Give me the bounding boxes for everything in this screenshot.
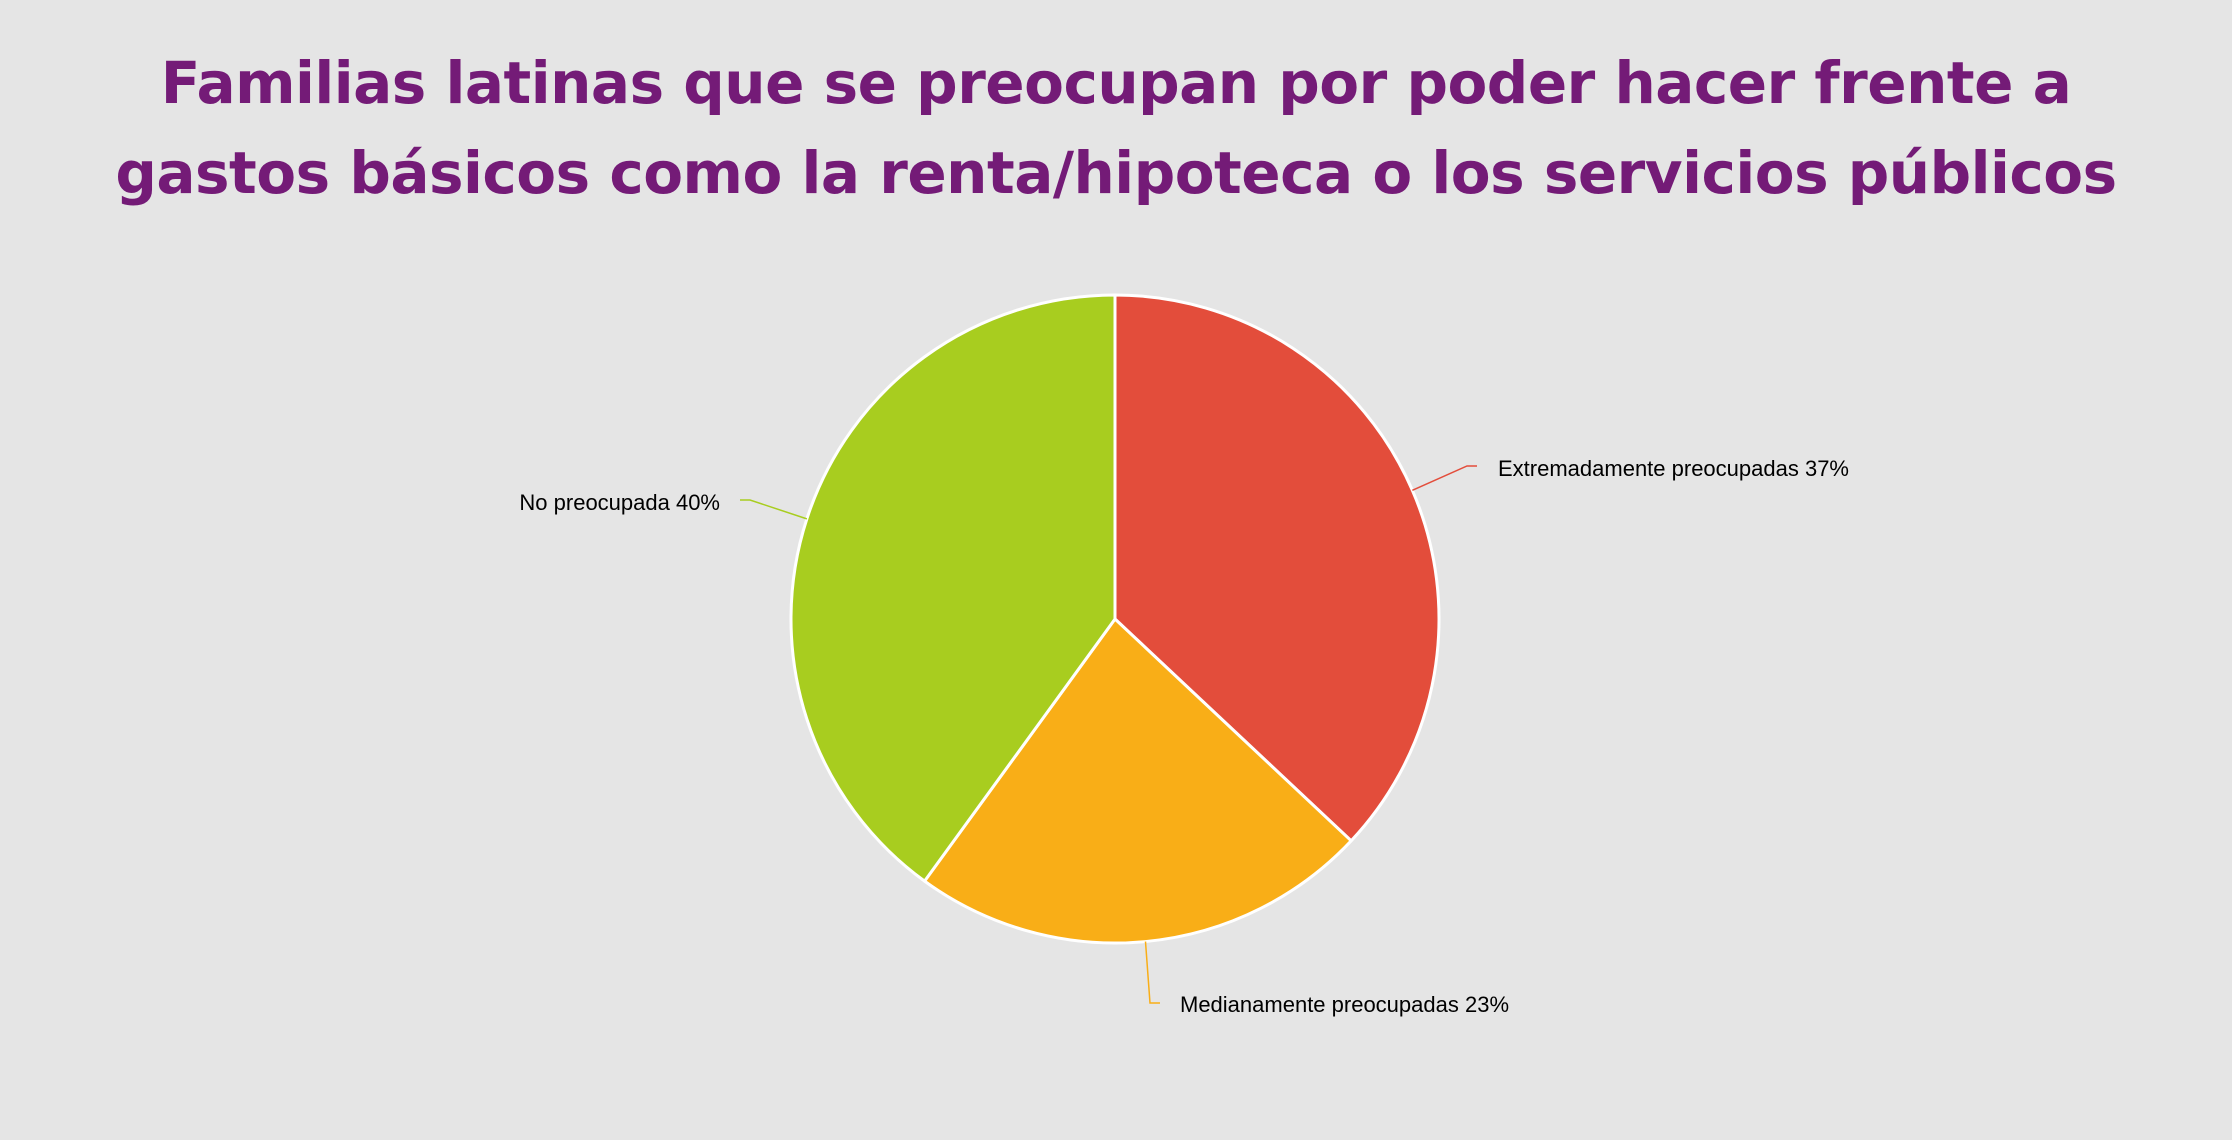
pie-slice-1 — [1113, 293, 1441, 843]
pie-slices — [789, 293, 1441, 945]
pie-slice-3 — [789, 293, 1117, 883]
chart-title: Familias latinas que se preocupan por po… — [115, 49, 2117, 207]
leader-line-2 — [1144, 941, 1160, 1004]
leader-line-1 — [1412, 465, 1477, 492]
slice-label-3: No preocupada 40% — [519, 490, 720, 515]
slice-label-2: Medianamente preocupadas 23% — [1180, 992, 1509, 1017]
leader-lines — [740, 465, 1477, 1004]
slice-label-1: Extremadamente preocupadas 37% — [1498, 456, 1849, 481]
slice-labels: Extremadamente preocupadas 37% Medianamen… — [519, 456, 1849, 1017]
leader-line-3 — [740, 499, 808, 520]
